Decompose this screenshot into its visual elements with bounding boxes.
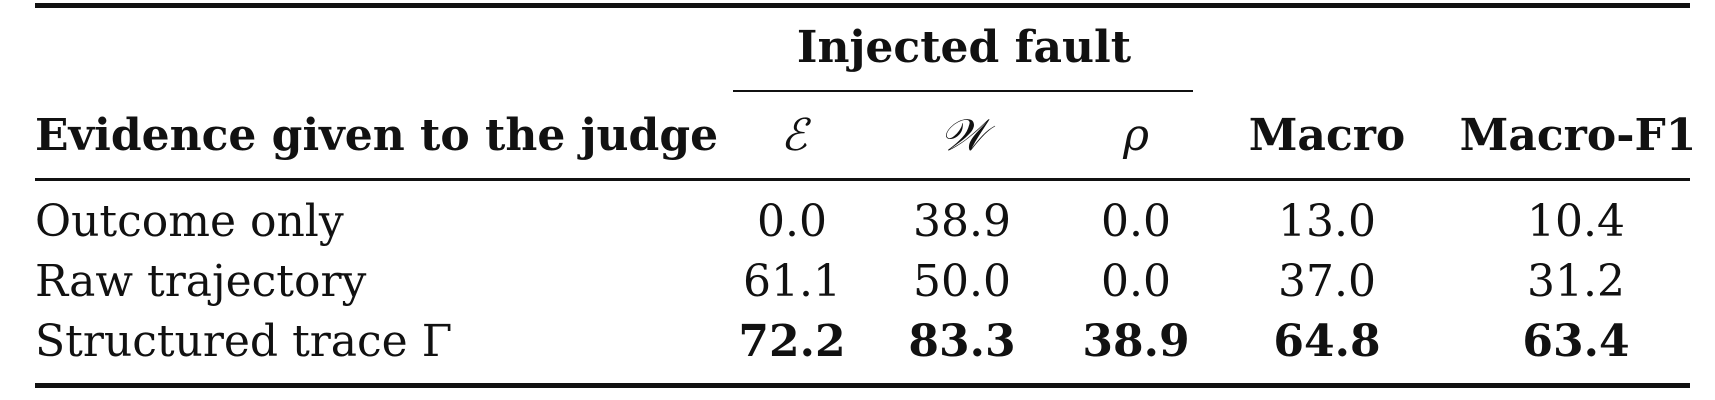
- header-evidence: Evidence given to the judge: [35, 110, 719, 161]
- header-macro-f1: Macro-F1: [1459, 110, 1697, 161]
- header-rule: [35, 178, 1690, 181]
- group-header-rule: [733, 90, 1193, 92]
- row-raw-macro-f1: 31.2: [1527, 256, 1625, 307]
- bottom-rule: [35, 383, 1690, 388]
- row-outcome-macro: 13.0: [1278, 196, 1376, 247]
- header-w: 𝒲: [939, 110, 987, 161]
- row-raw-rho: 0.0: [1101, 256, 1171, 307]
- row-outcome-e: 0.0: [757, 196, 827, 247]
- row-raw-w: 50.0: [913, 256, 1011, 307]
- row-outcome-w: 38.9: [913, 196, 1011, 247]
- row-structured-evidence: Structured trace Γ: [35, 316, 453, 367]
- header-macro: Macro: [1248, 110, 1406, 161]
- row-outcome-rho: 0.0: [1101, 196, 1171, 247]
- row-raw-e: 61.1: [743, 256, 841, 307]
- row-structured-rho: 38.9: [1082, 316, 1190, 367]
- row-structured-macro: 64.8: [1273, 316, 1381, 367]
- group-header-injected-fault: Injected fault: [796, 22, 1132, 73]
- row-structured-w: 83.3: [908, 316, 1016, 367]
- header-e: ℰ: [780, 110, 808, 161]
- row-structured-macro-f1: 63.4: [1522, 316, 1630, 367]
- row-raw-evidence: Raw trajectory: [35, 256, 367, 307]
- row-outcome-macro-f1: 10.4: [1527, 196, 1625, 247]
- top-rule: [35, 3, 1690, 8]
- row-outcome-evidence: Outcome only: [35, 196, 344, 247]
- header-rho: ρ: [1123, 110, 1149, 161]
- row-raw-macro: 37.0: [1278, 256, 1376, 307]
- row-structured-e: 72.2: [738, 316, 846, 367]
